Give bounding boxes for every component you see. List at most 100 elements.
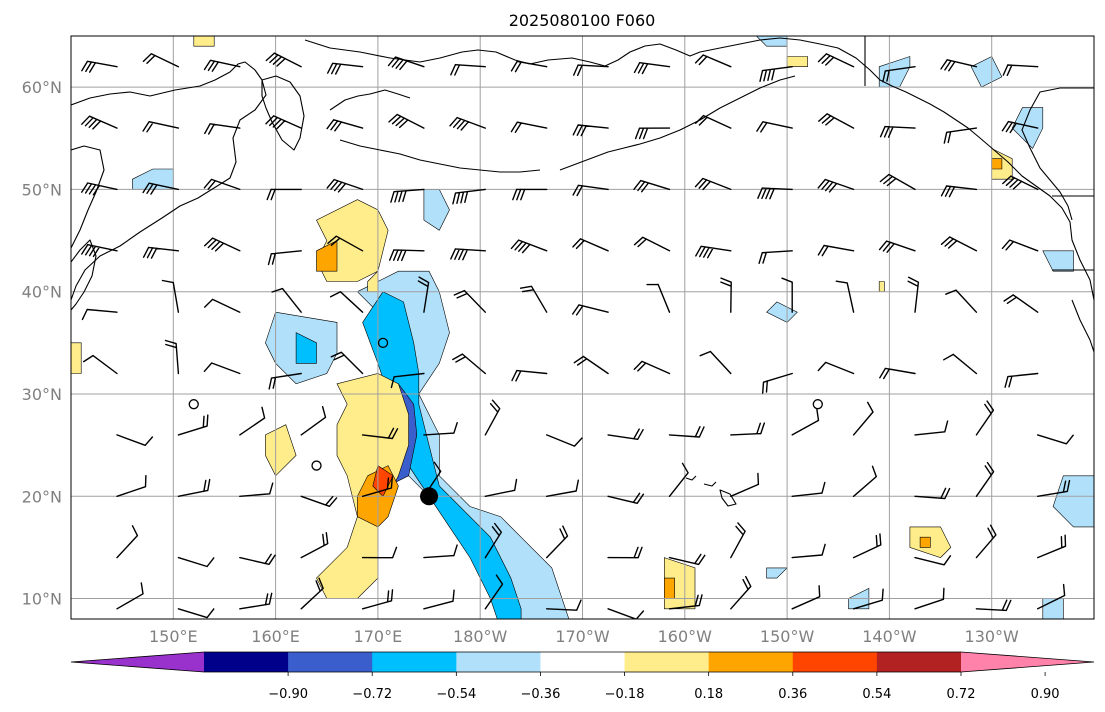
barb-shaft <box>879 173 916 191</box>
colorbar-cell <box>540 652 626 672</box>
wind-barb <box>1004 372 1039 388</box>
barb-shaft <box>699 350 732 375</box>
barb-shaft <box>423 422 458 436</box>
wind-barb <box>791 543 826 559</box>
wind-barb <box>914 487 951 500</box>
wind-barb <box>572 304 609 316</box>
barb-shaft <box>484 574 504 610</box>
wind-barb <box>668 594 703 610</box>
wind-barb <box>914 555 952 566</box>
wind-barb <box>781 277 793 313</box>
wind-barb <box>239 482 274 497</box>
colorbar-cell <box>708 652 794 672</box>
wind-barb <box>116 525 139 559</box>
longitude-labels: 150°E 160°E 170°E 180°W 170°W 160°W 150°W 140°W… <box>149 627 1019 646</box>
wind-barb <box>852 401 874 436</box>
barb-shaft <box>1002 175 1039 191</box>
barb-shaft <box>203 178 241 191</box>
wind-barb <box>762 372 793 394</box>
wind-barb <box>1001 239 1039 252</box>
wind-barb <box>730 422 765 436</box>
wind-barb <box>164 339 180 375</box>
wind-barb <box>177 556 215 568</box>
barb-shaft <box>142 121 180 133</box>
barb-shaft <box>510 239 548 254</box>
lon-tick-label: 140°W <box>862 627 917 646</box>
wind-barb <box>879 367 916 380</box>
barb-shaft <box>203 362 241 375</box>
colorbar-tick-labels: −0.90 −0.72 −0.54 −0.36 −0.18 0.18 0.36 0.54 0.7… <box>268 672 1060 702</box>
wind-barb <box>975 524 997 559</box>
wind-barb <box>546 525 569 559</box>
wind-barb <box>607 608 645 619</box>
barb-shaft <box>239 592 273 610</box>
barb-shaft <box>572 304 609 316</box>
barb-shaft <box>177 478 211 497</box>
lat-tick-label: 30°N <box>22 385 62 404</box>
calm-wind-circle <box>377 337 389 348</box>
barb-shaft <box>882 66 916 83</box>
barb-shaft <box>940 59 978 72</box>
barb-shaft <box>390 188 425 203</box>
barb-shaft <box>142 53 180 68</box>
barb-shaft <box>450 248 486 261</box>
wind-barb <box>546 599 582 611</box>
barb-shaft <box>423 589 455 610</box>
wind-barb <box>1037 534 1067 559</box>
barb-shaft <box>1037 534 1067 559</box>
wind-barb <box>268 372 302 390</box>
barb-shaft <box>1037 479 1071 497</box>
wind-barb <box>634 127 671 140</box>
wind-barb <box>510 239 548 254</box>
wind-barb <box>452 188 486 205</box>
barb-shaft <box>914 487 951 500</box>
barb-shaft <box>730 575 752 610</box>
contour-region-12 <box>766 567 788 579</box>
contour-region-11 <box>1052 475 1094 528</box>
lon-tick-label: 180°W <box>453 627 508 646</box>
calm-wind-circle <box>311 460 322 471</box>
wind-barb <box>204 237 241 252</box>
wind-barb <box>204 123 241 135</box>
wind-barb <box>730 575 752 610</box>
coastlines <box>71 36 1094 507</box>
wind-barb <box>573 355 609 375</box>
colorbar-extend-max <box>961 652 1094 672</box>
wind-barb <box>817 178 855 193</box>
wind-barb <box>512 188 548 201</box>
barb-shaft <box>239 482 274 497</box>
lon-tick-label: 150°W <box>760 627 815 646</box>
wind-barb <box>607 546 643 559</box>
barb-shaft <box>484 478 518 497</box>
barb-shaft <box>484 399 501 436</box>
wind-barb <box>975 461 995 497</box>
colorbar-tick-label: 0.36 <box>778 687 807 702</box>
barb-shaft <box>975 461 995 497</box>
barb-shaft <box>607 546 643 559</box>
wind-barb <box>484 574 504 610</box>
contour-region-9 <box>1042 250 1074 272</box>
wind-barb <box>940 185 978 198</box>
wind-barb <box>484 399 501 436</box>
wind-barb <box>694 54 732 68</box>
barb-shaft <box>361 427 399 440</box>
barb-shaft <box>879 125 916 138</box>
barb-shaft <box>781 277 793 313</box>
barb-shaft <box>1037 583 1066 610</box>
wind-barb <box>239 553 276 565</box>
wind-barb <box>361 476 393 497</box>
wind-barb <box>81 182 118 196</box>
barb-shaft <box>81 182 118 196</box>
wind-barb <box>757 187 793 200</box>
barb-shaft <box>329 291 364 313</box>
wind-barb <box>423 422 458 436</box>
wind-barb <box>945 289 978 313</box>
barb-shaft <box>388 113 425 129</box>
barb-shaft <box>730 522 746 559</box>
wind-barb <box>818 113 855 129</box>
barb-shaft <box>975 599 1012 612</box>
wind-barb <box>450 64 486 76</box>
wind-barb <box>907 276 920 313</box>
contour-region-29 <box>786 56 808 67</box>
coastline-japan <box>71 239 97 311</box>
